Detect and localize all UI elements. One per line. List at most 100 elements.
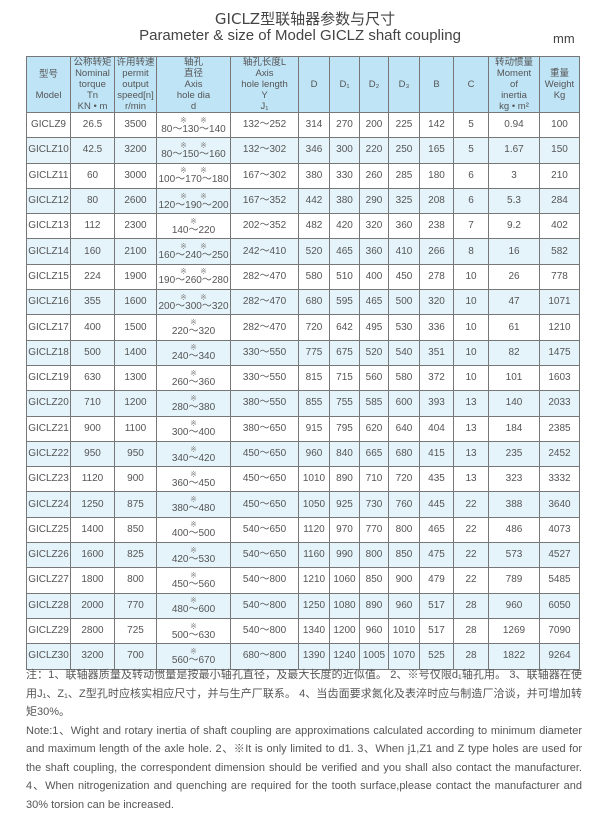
cell-c: 13 xyxy=(454,441,489,466)
cell-n: 950 xyxy=(115,441,157,466)
cell-inertia: 9.2 xyxy=(489,214,540,239)
cell-d2: 200 xyxy=(360,113,389,138)
cell-inertia: 5.3 xyxy=(489,188,540,213)
title-en: Parameter & size of Model GICLZ shaft co… xyxy=(0,27,600,44)
cell-b: 445 xyxy=(420,492,454,517)
cell-d1: 1060 xyxy=(330,568,360,593)
cell-d1: 755 xyxy=(330,391,360,416)
cell-n: 1600 xyxy=(115,290,157,315)
cell-d: 960 xyxy=(299,441,330,466)
cell-n: 2100 xyxy=(115,239,157,264)
cell-inertia: 47 xyxy=(489,290,540,315)
header-line: of xyxy=(489,79,539,90)
header-line: 转动惯量 xyxy=(489,57,539,68)
hole-dia-range: 340～420 xyxy=(157,454,230,464)
cell-weight: 582 xyxy=(540,239,580,264)
hole-dia-range: 200～300～320 xyxy=(157,302,230,312)
cell-d1: 270 xyxy=(330,113,360,138)
cell-d: 855 xyxy=(299,391,330,416)
cell-d: 720 xyxy=(299,315,330,340)
cell-model: GICLZ19 xyxy=(27,365,71,390)
cell-d: 380 xyxy=(299,163,330,188)
cell-d1: 1200 xyxy=(330,618,360,643)
header-line xyxy=(27,80,70,90)
cell-tn: 2000 xyxy=(71,593,115,618)
cell-d1: 715 xyxy=(330,365,360,390)
cell-d: 442 xyxy=(299,188,330,213)
cell-l: 540～650 xyxy=(231,517,299,542)
cell-tn: 80 xyxy=(71,188,115,213)
hole-dia-range: 190～260～280 xyxy=(157,276,230,286)
header-line: 轴孔长度L xyxy=(231,57,298,68)
hole-dia-range: 450～560 xyxy=(157,580,230,590)
cell-inertia: 1269 xyxy=(489,618,540,643)
cell-n: 1200 xyxy=(115,391,157,416)
header-line: Weight xyxy=(540,79,579,90)
column-header: D₃ xyxy=(389,57,420,113)
cell-d2: 800 xyxy=(360,543,389,568)
cell-l: 242～410 xyxy=(231,239,299,264)
cell-d2: 260 xyxy=(360,163,389,188)
cell-tn: 900 xyxy=(71,416,115,441)
cell-b: 393 xyxy=(420,391,454,416)
cell-model: GICLZ13 xyxy=(27,214,71,239)
cell-weight: 4073 xyxy=(540,517,580,542)
cell-d: 1210 xyxy=(299,568,330,593)
header-line: Tn xyxy=(71,90,114,101)
cell-b: 238 xyxy=(420,214,454,239)
cell-d: ※ ※160～240～250 xyxy=(157,239,231,264)
cell-d: ※340～420 xyxy=(157,441,231,466)
cell-b: 372 xyxy=(420,365,454,390)
cell-weight: 402 xyxy=(540,214,580,239)
header-line: Model xyxy=(27,90,70,101)
cell-d3: 640 xyxy=(389,416,420,441)
cell-d: ※ ※100～170～180 xyxy=(157,163,231,188)
cell-model: GICLZ25 xyxy=(27,517,71,542)
cell-d: 1160 xyxy=(299,543,330,568)
cell-l: 330～550 xyxy=(231,340,299,365)
cell-inertia: 388 xyxy=(489,492,540,517)
cell-weight: 2452 xyxy=(540,441,580,466)
cell-d3: 960 xyxy=(389,593,420,618)
cell-n: 900 xyxy=(115,467,157,492)
cell-l: 450～650 xyxy=(231,441,299,466)
cell-d3: 360 xyxy=(389,214,420,239)
cell-l: 540～650 xyxy=(231,543,299,568)
cell-c: 22 xyxy=(454,492,489,517)
cell-c: 10 xyxy=(454,290,489,315)
hole-dia-range: 380～480 xyxy=(157,504,230,514)
cell-n: 1300 xyxy=(115,365,157,390)
cell-model: GICLZ26 xyxy=(27,543,71,568)
cell-n: 2600 xyxy=(115,188,157,213)
hole-dia-range: 280～380 xyxy=(157,403,230,413)
header-line: Axis xyxy=(157,79,230,90)
cell-d: ※ ※200～300～320 xyxy=(157,290,231,315)
cell-l: 380～650 xyxy=(231,416,299,441)
cell-inertia: 61 xyxy=(489,315,540,340)
header-line: D₃ xyxy=(389,79,419,90)
hole-dia-range: 400～500 xyxy=(157,529,230,539)
cell-d: 1250 xyxy=(299,593,330,618)
cell-inertia: 960 xyxy=(489,593,540,618)
cell-tn: 224 xyxy=(71,264,115,289)
cell-l: 450～650 xyxy=(231,467,299,492)
cell-d1: 380 xyxy=(330,188,360,213)
hole-dia-range: 100～170～180 xyxy=(157,175,230,185)
cell-d2: 770 xyxy=(360,517,389,542)
cell-d1: 330 xyxy=(330,163,360,188)
cell-c: 7 xyxy=(454,214,489,239)
cell-d: 482 xyxy=(299,214,330,239)
header-line: permit xyxy=(115,68,156,79)
cell-d3: 1010 xyxy=(389,618,420,643)
cell-d3: 800 xyxy=(389,517,420,542)
cell-d3: 720 xyxy=(389,467,420,492)
cell-n: 3000 xyxy=(115,163,157,188)
